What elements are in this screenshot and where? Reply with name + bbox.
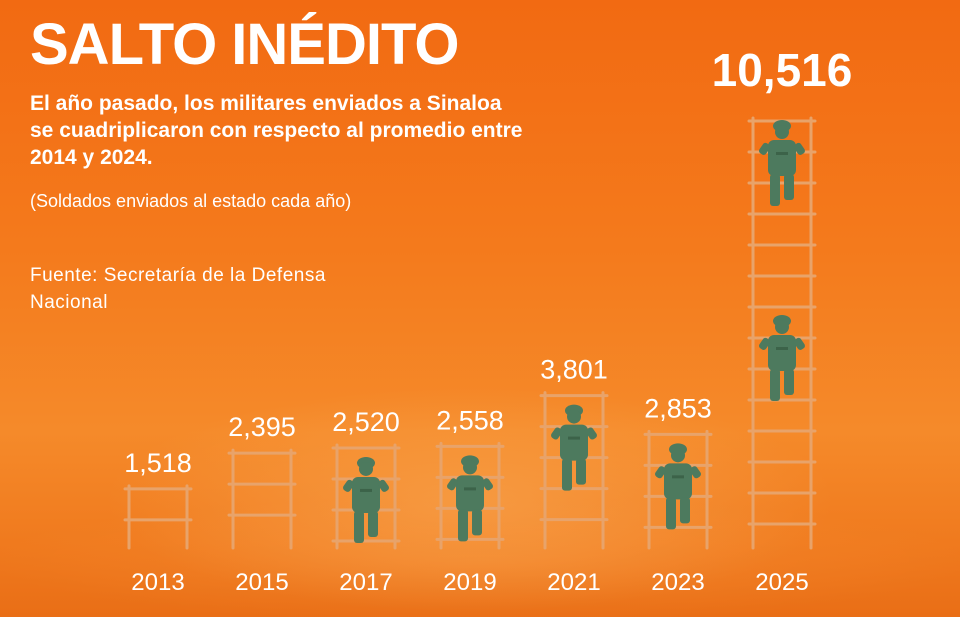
category-label: 2017 (339, 569, 392, 596)
soldier-leg-left (770, 174, 780, 206)
value-label: 2,558 (436, 405, 504, 435)
soldier-belt (360, 488, 372, 492)
value-label: 3,801 (540, 355, 608, 385)
soldier-belt (776, 152, 788, 155)
category-label: 2015 (235, 569, 288, 596)
soldier-figure (343, 456, 389, 543)
category-label: 2021 (547, 569, 600, 596)
soldier-leg-right (368, 510, 378, 537)
ladder-bar (435, 441, 505, 550)
soldier-belt (464, 487, 476, 491)
soldier-leg-left (458, 509, 468, 542)
soldier-head (463, 460, 477, 475)
soldier-belt (776, 347, 788, 350)
soldier-belt (568, 436, 580, 440)
soldier-head (671, 448, 685, 463)
soldier-leg-right (784, 174, 794, 200)
soldier-arm-right (793, 337, 805, 350)
soldier-leg-left (666, 497, 676, 530)
value-label: 2,853 (644, 393, 712, 423)
ladder-bar (643, 429, 713, 550)
category-label: 2019 (443, 569, 496, 596)
source-note: Fuente: Secretaría de la Defensa Naciona… (30, 265, 326, 313)
soldier-leg-right (472, 509, 482, 536)
soldier-body (560, 424, 588, 461)
ladder-bar (123, 484, 193, 550)
soldier-arm-right (793, 142, 805, 155)
soldier-figure (759, 120, 805, 206)
soldier-arm-right (585, 427, 597, 440)
soldier-figure (655, 443, 701, 530)
value-label: 1,518 (124, 448, 192, 478)
category-label: 2023 (651, 569, 704, 596)
units-note: (Soldados enviados al estado cada año) (30, 191, 352, 211)
value-label: 2,395 (228, 412, 296, 442)
soldier-arm-left (759, 337, 771, 350)
soldier-figure (447, 455, 493, 542)
soldier-body (768, 335, 796, 371)
soldier-arm-right (377, 479, 389, 492)
soldier-leg-right (680, 497, 690, 524)
soldier-arm-left (551, 427, 563, 440)
soldier-leg-left (770, 369, 780, 401)
soldier-arm-left (759, 142, 771, 155)
category-label: 2013 (131, 569, 184, 596)
soldier-body (664, 463, 692, 500)
soldier-head (775, 125, 789, 139)
soldier-figure (759, 315, 805, 401)
soldier-head (567, 409, 581, 424)
chart-marks: 1,518 2013 2,395 2015 2,520 2017 2,558 2019 3,80… (123, 44, 853, 596)
soldier-arm-left (343, 479, 355, 492)
soldier-head (775, 320, 789, 334)
ladder-bar (227, 448, 297, 550)
soldier-head (359, 461, 373, 476)
value-label: 10,516 (712, 44, 853, 96)
soldier-body (352, 476, 380, 513)
soldier-leg-right (784, 369, 794, 395)
page-title: SALTO INÉDITO (30, 12, 459, 77)
category-label: 2025 (755, 569, 808, 596)
soldier-leg-right (576, 458, 586, 485)
value-label: 2,520 (332, 407, 400, 437)
soldier-leg-left (354, 510, 364, 543)
soldier-body (456, 475, 484, 512)
soldier-arm-left (655, 466, 667, 479)
soldier-arm-right (481, 478, 493, 491)
soldier-leg-left (562, 458, 572, 491)
soldier-belt (672, 475, 684, 479)
soldier-arm-right (689, 466, 701, 479)
soldier-arm-left (447, 478, 459, 491)
subtitle: El año pasado, los militares enviados a … (30, 92, 523, 169)
soldier-figure (551, 404, 597, 491)
soldier-body (768, 140, 796, 176)
